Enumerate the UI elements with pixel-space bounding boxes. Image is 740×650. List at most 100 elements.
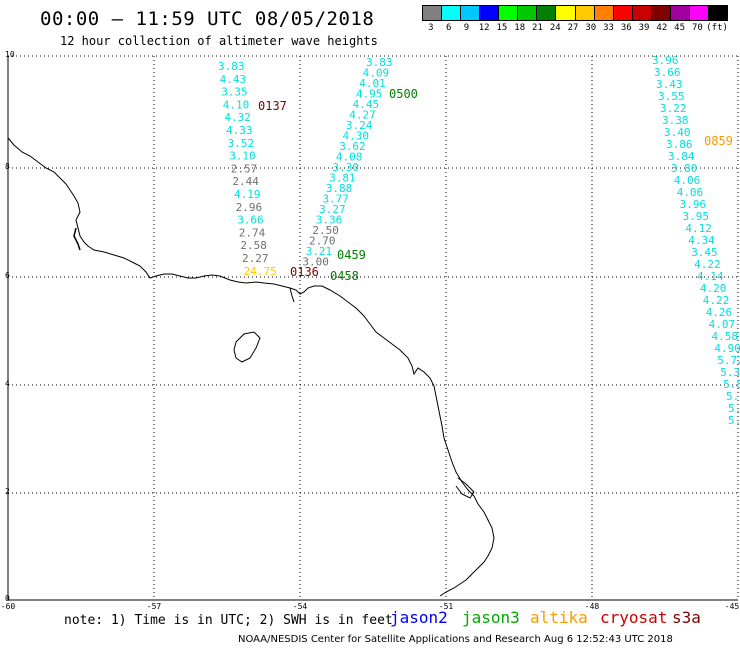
wave-height-value: 4.08 [336, 151, 363, 164]
scale-swatch-13 [670, 6, 690, 20]
wave-height-value: 3.30 [333, 161, 360, 174]
legend-s3a: s3a [672, 608, 701, 627]
wave-height-value: 4.34 [688, 234, 715, 247]
wave-height-value: 3.84 [668, 150, 695, 163]
wave-height-value: 4.14 [697, 270, 724, 283]
lat-tick: 10 [5, 50, 15, 59]
scale-swatch-1 [442, 6, 462, 20]
legend-jason2: jason2 [390, 608, 448, 627]
scale-label: 9 [463, 23, 470, 33]
scale-label: 12 [478, 23, 490, 33]
scale-swatch-15 [708, 6, 727, 20]
wave-height-value: 3.21 [306, 245, 333, 258]
wave-height-value: 4.45 [353, 98, 380, 111]
wave-height-value: 3.88 [326, 182, 353, 195]
scale-swatch-9 [594, 6, 614, 20]
wave-height-value: 3.96 [652, 54, 679, 67]
scale-swatch-4 [499, 6, 519, 20]
scale-swatch-6 [537, 6, 557, 20]
wave-height-value: 4.07 [709, 318, 736, 331]
wave-height-value: 4.27 [349, 109, 376, 122]
wave-height-value: 5. [728, 414, 740, 427]
footer-note: note: 1) Time is in UTC; 2) SWH is in fe… [64, 613, 393, 628]
scale-label: 42 [656, 23, 668, 33]
wave-height-value: 3.66 [654, 66, 681, 79]
scale-label: 18 [514, 23, 526, 33]
lat-tick: 6 [5, 271, 10, 280]
wave-height-value: 4.90 [714, 342, 740, 355]
wave-height-value: 4.19 [234, 188, 261, 201]
scale-swatch-8 [575, 6, 595, 20]
wave-height-value: 4.26 [706, 306, 733, 319]
scale-label: 45 [674, 23, 686, 33]
scale-label: 15 [496, 23, 508, 33]
wave-height-value: 4.01 [359, 77, 386, 90]
wave-height-value: 3.00 [302, 256, 329, 269]
wave-height-value: 2.57 [231, 162, 257, 175]
scale-label: 6 [445, 23, 452, 33]
wave-height-value: 3.77 [322, 193, 349, 206]
color-scale-swatches [422, 5, 728, 21]
scale-swatch-14 [689, 6, 709, 20]
wave-height-value: 3.27 [319, 203, 346, 216]
wave-height-value: 3.24 [346, 119, 373, 132]
wave-height-value: 3.95 [683, 210, 710, 223]
wave-height-value: 3.96 [680, 198, 707, 211]
lon-tick: -57 [146, 602, 162, 611]
wave-height-value: 3.62 [339, 140, 366, 153]
scale-swatch-7 [556, 6, 576, 20]
wave-height-value: 4.09 [363, 67, 390, 80]
wave-height-value: 4.10 [223, 98, 250, 111]
wave-height-value: 3.43 [656, 78, 683, 91]
wave-height-value: 3.55 [658, 90, 685, 103]
wave-height-value: 3.83 [366, 56, 393, 69]
pass-time-label: 0859 [704, 134, 733, 148]
pass-time-label: 0458 [330, 269, 359, 283]
lon-tick: -51 [438, 602, 454, 611]
wave-height-value: 24.75 [244, 265, 277, 278]
wave-height-value: 5. [726, 390, 739, 403]
pass-time-label: 0136 [290, 265, 319, 279]
wave-height-value: 3.22 [660, 102, 687, 115]
altimeter-tracks: 3.834.433.354.104.324.333.523.102.572.44… [218, 54, 740, 427]
legend-cryosat: cryosat [600, 608, 668, 627]
scale-label: 21 [532, 23, 543, 33]
wave-height-value: 4.32 [224, 111, 251, 124]
lon-tick: -45 [724, 602, 740, 611]
wave-height-value: 3.45 [691, 246, 718, 259]
wave-height-value: 4.58 [712, 330, 739, 343]
wave-height-value: 2.27 [242, 252, 269, 265]
scale-swatch-5 [518, 6, 538, 20]
wave-height-value: 3.35 [221, 86, 248, 99]
wave-height-value: 5.34 [720, 366, 740, 379]
wave-height-value: 4.33 [226, 124, 253, 137]
scale-label: 3 [428, 23, 434, 33]
legend-altika: altika [530, 608, 588, 627]
scale-swatch-12 [651, 6, 671, 20]
scale-label: 36 [620, 23, 632, 33]
scale-label: 70 [691, 23, 703, 33]
coastline [7, 137, 495, 597]
lat-tick: 8 [5, 162, 10, 171]
wave-height-value: 2.50 [312, 224, 339, 237]
wave-height-value: 5. [728, 402, 740, 415]
wave-height-value: 2.70 [309, 235, 336, 248]
wave-height-value: 4.06 [677, 186, 704, 199]
scale-swatch-0 [423, 6, 443, 20]
wave-height-value: 2.74 [239, 226, 266, 239]
wave-height-value: 3.36 [316, 214, 343, 227]
scale-swatch-2 [461, 6, 481, 20]
scale-label: 30 [585, 23, 597, 33]
scale-label: 27 [567, 23, 579, 33]
wave-height-value: 5.72 [717, 354, 740, 367]
wave-height-value: 4.22 [694, 258, 721, 271]
wave-height-value: 3.81 [329, 172, 356, 185]
color-scale-labels: 3 6 9 12 15 18 21 24 27 30 33 36 39 42 45 70 (ft) [422, 23, 728, 33]
wave-height-value: 4.43 [220, 73, 247, 86]
wave-height-value: 3.83 [218, 60, 245, 73]
wave-height-value: 2.58 [240, 239, 267, 252]
scale-swatch-3 [480, 6, 500, 20]
lat-tick: 4 [5, 379, 10, 388]
scale-swatch-10 [613, 6, 633, 20]
scale-swatch-11 [632, 6, 652, 20]
